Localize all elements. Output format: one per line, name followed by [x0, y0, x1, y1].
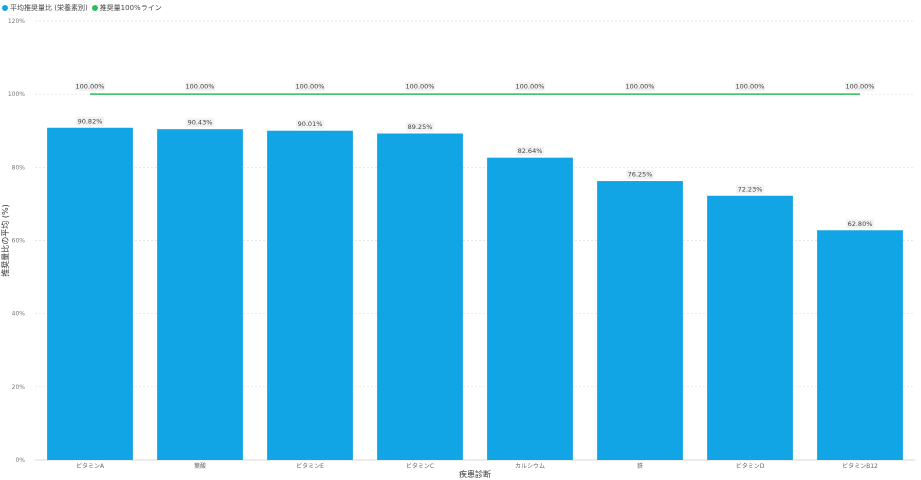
legend-item-line[interactable]: 推奨量100%ライン	[91, 3, 162, 13]
bar	[597, 181, 683, 461]
line-data-label-bg	[515, 82, 545, 92]
bar-data-label-bg	[626, 170, 654, 180]
bar-data-label: 82.64%	[518, 147, 543, 155]
y-tick-label: 80%	[12, 164, 26, 171]
bar-data-label-bg	[76, 116, 104, 126]
y-tick-label: 20%	[12, 384, 26, 391]
y-tick-label: 40%	[12, 311, 26, 318]
x-tick-label: カルシウム	[515, 462, 545, 470]
bar	[707, 195, 793, 460]
x-tick-label: ビタミンB12	[842, 462, 878, 470]
y-axis-title: 推奨量比の平均 (%)	[0, 204, 10, 276]
bar	[817, 230, 903, 460]
line-data-label: 100.00%	[846, 83, 875, 91]
x-tick-label: ビタミンE	[296, 462, 324, 470]
legend-label-line: 推奨量100%ライン	[99, 4, 162, 12]
line-data-label: 100.00%	[296, 83, 325, 91]
line-data-label: 100.00%	[736, 83, 765, 91]
x-tick-label: 葉酸	[194, 462, 206, 470]
bar	[267, 130, 353, 460]
line-data-label: 100.00%	[406, 83, 435, 91]
bar-data-label: 90.82%	[78, 117, 103, 125]
bar-data-label-bg	[296, 119, 324, 129]
line-data-label: 100.00%	[626, 83, 655, 91]
bar	[157, 129, 243, 460]
legend-label-bars: 平均推奨量比 (栄養素別)	[10, 4, 88, 12]
legend-item-bars[interactable]: 平均推奨量比 (栄養素別)	[2, 3, 88, 13]
y-tick-label: 100%	[8, 91, 25, 98]
line-data-label-bg	[735, 82, 765, 92]
x-tick-label: ビタミンD	[736, 462, 765, 470]
bar-data-label: 90.43%	[188, 119, 213, 127]
bar-data-label-bg	[186, 118, 214, 128]
bar-data-label-bg	[736, 184, 764, 194]
legend: 平均推奨量比 (栄養素別) 推奨量100%ライン	[2, 3, 162, 13]
bar-data-label-bg	[846, 219, 874, 229]
bar-data-label: 76.25%	[628, 171, 653, 179]
line-data-label-bg	[405, 82, 435, 92]
bar	[487, 157, 573, 460]
y-tick-label: 0%	[15, 457, 25, 464]
line-data-label: 100.00%	[186, 83, 215, 91]
legend-swatch-bars	[2, 5, 8, 11]
line-data-label-bg	[75, 82, 105, 92]
x-tick-label: ビタミンC	[406, 462, 434, 470]
y-tick-label: 120%	[8, 18, 25, 25]
bar-data-label-bg	[516, 146, 544, 156]
bar-data-label: 89.25%	[408, 123, 433, 131]
y-tick-label: 60%	[12, 238, 26, 245]
bar-data-label-bg	[406, 122, 434, 132]
bar-data-label: 90.01%	[298, 120, 323, 128]
bar	[47, 127, 133, 460]
bar-data-label: 72.23%	[738, 185, 763, 193]
line-data-label-bg	[295, 82, 325, 92]
legend-swatch-line	[91, 5, 98, 11]
line-data-label-bg	[625, 82, 655, 92]
line-data-label-bg	[185, 82, 215, 92]
line-data-label-bg	[845, 82, 875, 92]
bar-data-label: 62.80%	[848, 220, 873, 228]
bar	[377, 133, 463, 460]
x-tick-label: 鉄	[637, 462, 643, 470]
line-data-label: 100.00%	[516, 83, 545, 91]
x-axis-title: 疾患診断	[459, 469, 491, 479]
line-data-label: 100.00%	[76, 83, 105, 91]
x-tick-label: ビタミンA	[76, 462, 105, 470]
